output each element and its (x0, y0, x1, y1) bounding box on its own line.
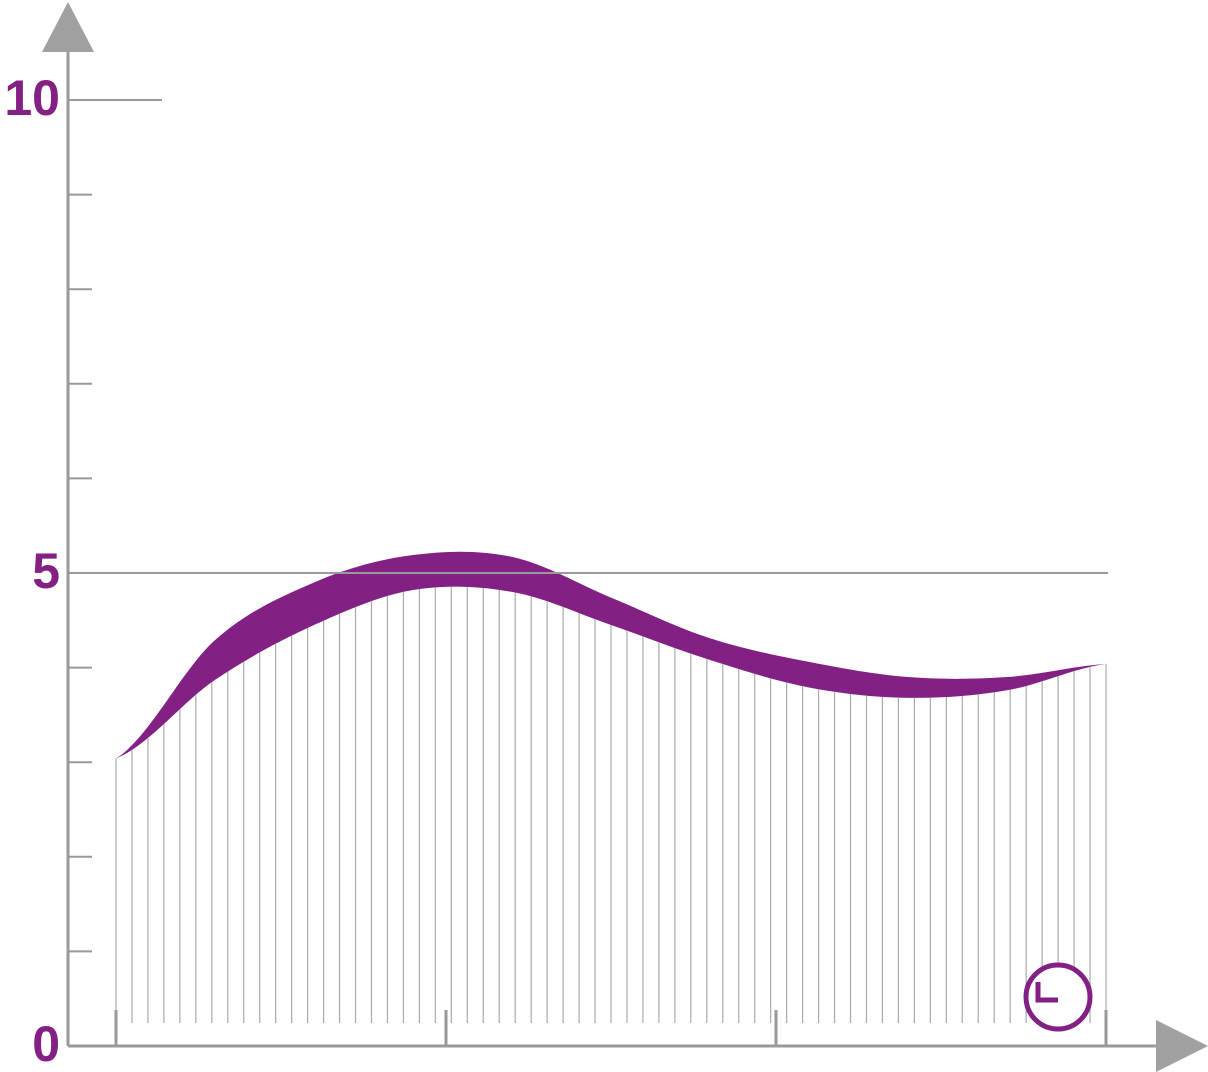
y-tick-label: 5 (32, 543, 60, 599)
y-tick-label: 0 (32, 1016, 60, 1072)
y-tick-label: 10 (4, 70, 60, 126)
clock-icon (1023, 962, 1093, 1032)
x-axis-arrow (1156, 1020, 1208, 1072)
y-axis-arrow (42, 2, 94, 52)
